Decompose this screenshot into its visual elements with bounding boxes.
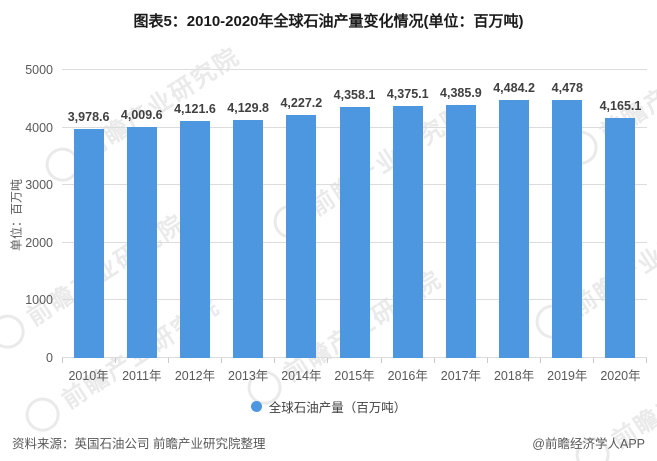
bar-value-label: 4,129.8: [227, 101, 270, 116]
bar-slot: 4,484.2: [488, 70, 541, 358]
bar-value-label: 4,165.1: [599, 99, 642, 114]
bar-value-label: 4,358.1: [333, 87, 376, 102]
bar-slot: 4,121.6: [168, 70, 221, 358]
x-axis-tick-label: 2017年: [440, 369, 482, 383]
axis-tick: [222, 358, 276, 363]
axis-tick: [116, 358, 170, 363]
y-axis-tick-label: 2000: [25, 235, 53, 250]
credit-note: @前瞻经济学人APP: [532, 437, 645, 451]
bar-slot: 4,129.8: [222, 70, 275, 358]
bar-value-label: 4,484.2: [493, 80, 535, 95]
bar: [605, 118, 636, 358]
chart-title: 图表5：2010-2020年全球石油产量变化情况(单位：百万吨): [133, 13, 524, 30]
bar-slot: 4,009.6: [115, 70, 168, 358]
bar-value-label: 4,385.9: [440, 86, 482, 101]
y-axis-title: 单位：百万吨: [9, 178, 24, 252]
x-axis-tick-label: 2014年: [281, 369, 322, 383]
source-note: 资料来源：英国石油公司 前瞻产业研究院整理: [12, 437, 266, 451]
bar-value-label: 3,978.6: [67, 109, 110, 124]
x-axis-tick-label: 2011年: [122, 369, 162, 383]
y-axis-tick-label: 4000: [25, 120, 53, 135]
bar: [126, 127, 157, 358]
x-axis-tick-label: 2016年: [387, 369, 428, 383]
axis-tick: [169, 358, 223, 363]
bar-value-label: 4,227.2: [280, 95, 323, 110]
axis-tick: [382, 358, 435, 363]
bar: [73, 128, 104, 358]
plot-area: 0 1000 2000 3000 4000 5000 3,978.6 4,009.6 4,12…: [25, 63, 648, 365]
x-axis-tick-label: 2018年: [493, 369, 535, 383]
axis-tick: [541, 358, 594, 363]
x-axis-tick-label: 2020年: [600, 369, 641, 383]
x-axis-tick-label: 2013年: [228, 369, 269, 383]
bar: [499, 99, 530, 358]
bar-slot: 4,358.1: [328, 70, 381, 358]
bar-slot: 3,978.6: [62, 70, 115, 358]
axis-tick: [62, 358, 117, 363]
bar-value-label: 4,009.6: [120, 108, 163, 123]
bar: [286, 114, 317, 358]
y-axis-tick-label: 1000: [25, 293, 53, 308]
bar-slot: 4,227.2: [275, 70, 328, 358]
footer: 资料来源：英国石油公司 前瞻产业研究院整理 @前瞻经济学人APP: [12, 433, 645, 452]
x-axis-tick-label: 2015年: [334, 369, 375, 383]
bar-slot: 4,375.1: [381, 70, 434, 358]
axis-tick: [488, 358, 541, 363]
y-axis-tick-label: 5000: [25, 63, 53, 77]
bar: [392, 106, 423, 358]
axis-tick: [594, 358, 648, 363]
bar-value-label: 4,478: [551, 81, 583, 96]
x-axis-tick-label: 2010年: [68, 369, 109, 383]
axis-tick: [435, 358, 488, 363]
bar: [179, 120, 210, 358]
bar-slot: 4,478: [541, 70, 594, 358]
legend-label: 全球石油产量（百万吨）: [268, 401, 407, 415]
bar-value-label: 4,121.6: [174, 101, 216, 116]
bar: [552, 100, 583, 358]
gridline: [62, 69, 647, 70]
x-axis-labels: 2010年 2011年 2012年 2013年 2014年 2015年 2016年 2017年…: [62, 365, 647, 384]
x-axis-ticks: [62, 358, 648, 363]
bar: [445, 105, 476, 358]
y-axis-tick-label: 0: [46, 351, 53, 365]
x-axis-tick-label: 2012年: [174, 369, 216, 383]
bars: 3,978.6 4,009.6 4,121.6 4,129.8 4,227.2 4,358…: [62, 70, 647, 358]
bar-value-label: 4,375.1: [386, 87, 429, 101]
axis-tick: [275, 358, 329, 363]
x-axis-tick-label: 2019年: [547, 369, 588, 383]
axis-tick: [328, 358, 382, 363]
legend-marker-icon: [250, 401, 262, 412]
bar: [233, 120, 264, 358]
bar: [339, 106, 370, 358]
bar-slot: 4,165.1: [594, 70, 647, 358]
y-axis-tick-label: 3000: [25, 178, 53, 193]
legend-item-oil-production[interactable]: 全球石油产量（百万吨）: [0, 397, 657, 416]
bar-slot: 4,385.9: [434, 70, 487, 358]
